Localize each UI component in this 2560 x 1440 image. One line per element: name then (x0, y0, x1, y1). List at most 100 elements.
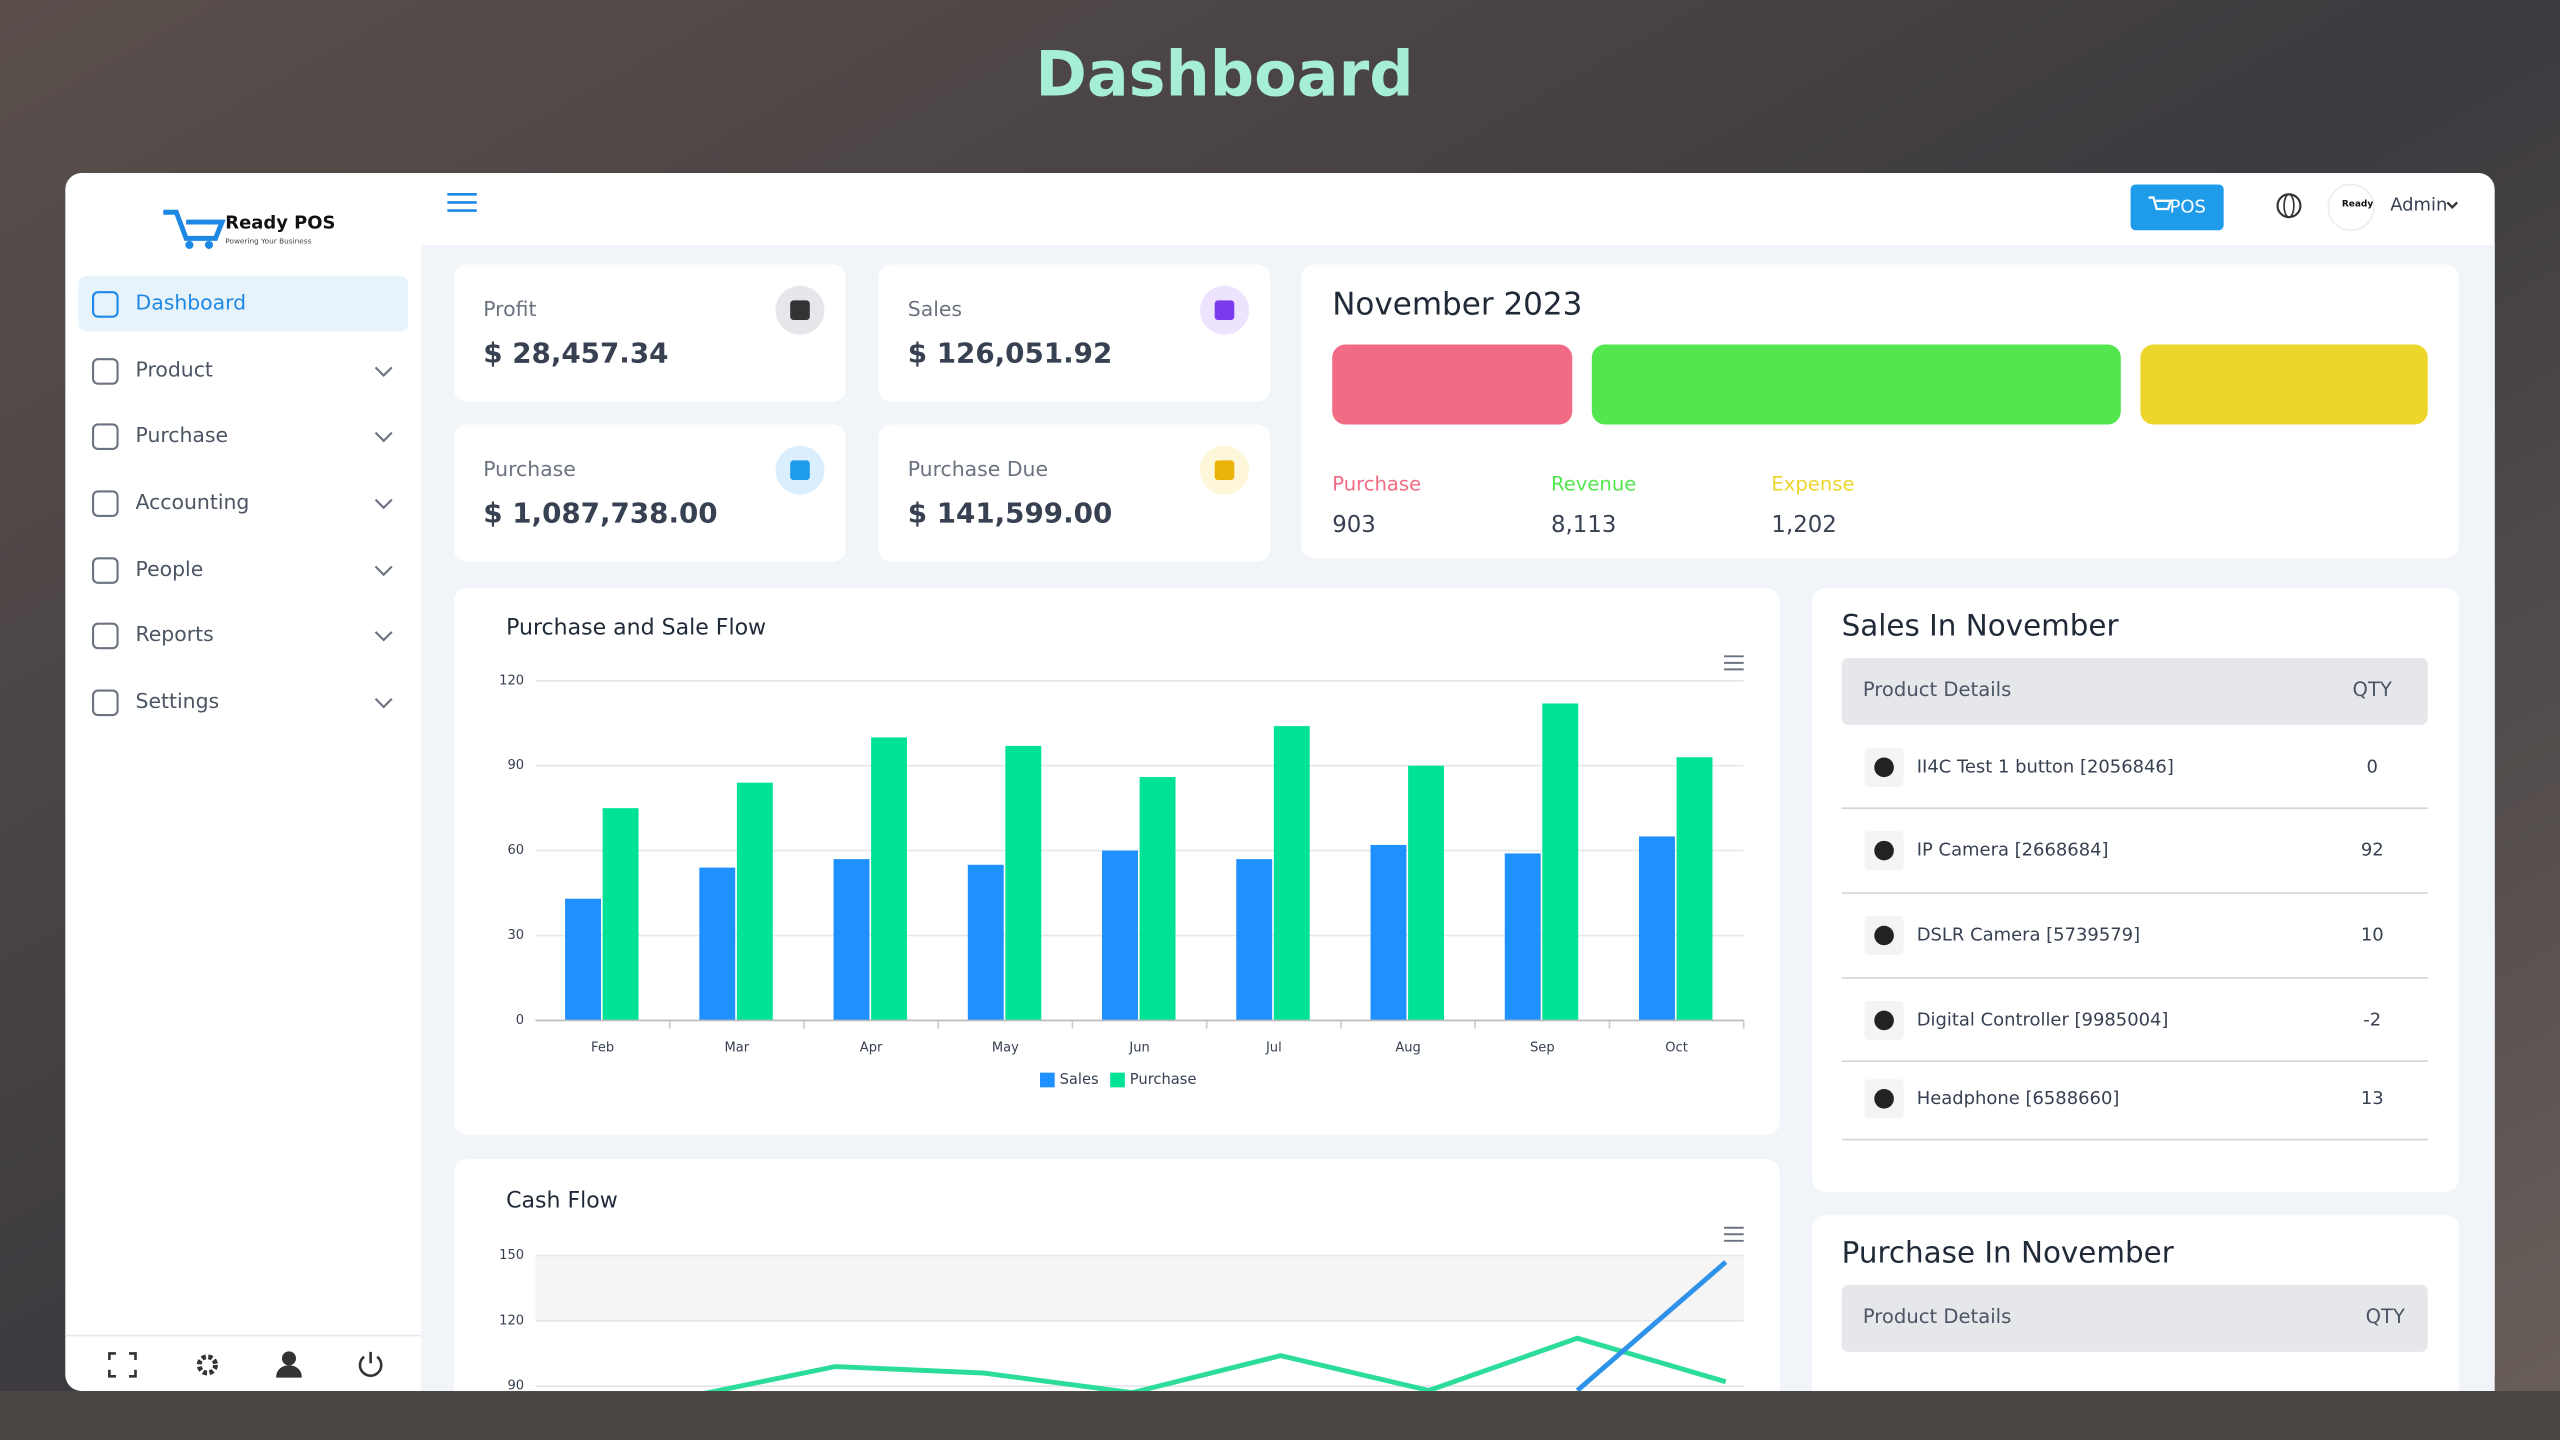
nav-item[interactable]: Product (136, 358, 213, 382)
stat-icon (790, 460, 810, 480)
product-qty: -2 (2363, 1009, 2381, 1030)
pos-button-label[interactable]: POS (2170, 196, 2206, 217)
table-header (1841, 1284, 2428, 1352)
summary-label: Expense (1771, 472, 1854, 495)
nav-icon (92, 689, 119, 717)
stat-value: $ 1,087,738.00 (483, 496, 717, 529)
y-tick-label: 90 (507, 1379, 524, 1394)
x-tick-label: May (992, 1041, 1019, 1056)
avatar[interactable] (2327, 183, 2375, 232)
power-icon[interactable] (358, 1351, 383, 1378)
user-icon-body (276, 1365, 302, 1378)
y-tick-label: 150 (499, 1248, 524, 1263)
bar (1639, 836, 1675, 1021)
x-tick-label: Jul (1265, 1041, 1282, 1056)
pos-button[interactable] (2130, 184, 2224, 231)
stat-label: Purchase (483, 457, 576, 481)
chart-menu[interactable] (1724, 655, 1744, 671)
stat-cards: Profit $ 28,457.34 Sales $ 126,051.92 Purcha… (453, 264, 1271, 562)
summary-bar (1591, 344, 2121, 425)
summary-bar (1332, 344, 1573, 425)
product-thumb-img (1874, 1088, 1894, 1109)
legend-label[interactable]: Sales (1060, 1071, 1099, 1088)
table-title: Sales In November (1842, 608, 2120, 642)
settings-icon[interactable] (196, 1354, 218, 1376)
column-header: QTY (2353, 678, 2392, 701)
y-tick-label: 120 (499, 673, 524, 688)
footer-icons (108, 1351, 383, 1378)
chart-title: Purchase and Sale Flow (506, 616, 766, 641)
chart-menu[interactable] (1724, 1226, 1744, 1242)
line-series (704, 1335, 1727, 1392)
stat-label: Purchase Due (908, 457, 1048, 481)
bar (871, 737, 908, 1021)
nav-icon (92, 490, 119, 517)
bar (699, 867, 736, 1021)
table-header (1841, 657, 2428, 725)
bar (1273, 726, 1310, 1021)
stat-label: Sales (908, 297, 962, 321)
nav-chevron[interactable] (374, 565, 393, 577)
brand-name: Ready POS (225, 213, 335, 234)
nav-chevron[interactable] (374, 498, 393, 510)
legend-swatch[interactable] (1040, 1072, 1055, 1088)
bar (967, 864, 1004, 1021)
nav-item[interactable]: Reports (136, 622, 214, 646)
line-series (1575, 1260, 1728, 1392)
x-tick-label: Feb (591, 1041, 614, 1056)
stat-icon (1214, 300, 1235, 320)
user-dropdown[interactable] (2446, 201, 2458, 209)
bar-chart: 0 30 60 90 120 Feb Mar Apr May Jun Jul Aug Sep Oct Sal… (499, 673, 1745, 1088)
line-chart: 90 120 150 (499, 1248, 1744, 1394)
nav-item[interactable]: Settings (136, 689, 220, 713)
stat-card (453, 264, 846, 402)
nav-chevron[interactable] (374, 366, 393, 378)
cart-icon (2148, 196, 2173, 211)
summary-label: Purchase (1332, 472, 1421, 495)
logo-wheel (185, 240, 194, 249)
legend-swatch[interactable] (1110, 1072, 1125, 1088)
stat-card (453, 424, 846, 562)
bar (736, 782, 773, 1021)
sidebar: Dashboard Product Purchase Accounting People… (78, 275, 409, 717)
bar (1102, 850, 1138, 1021)
product-qty: 13 (2361, 1088, 2384, 1109)
logo-wheel (204, 240, 214, 249)
nav-item[interactable]: People (136, 557, 204, 581)
user-icon[interactable] (281, 1351, 296, 1366)
stat-value: $ 141,599.00 (908, 496, 1113, 529)
column-header: Product Details (1863, 1305, 2011, 1328)
y-tick-label: 90 (507, 758, 524, 773)
bar (1005, 745, 1042, 1021)
logo-icon (163, 209, 226, 241)
fullscreen-icon[interactable] (108, 1352, 137, 1378)
nav-chevron[interactable] (374, 631, 393, 642)
summary-bar (2140, 344, 2428, 425)
table-card (1812, 587, 2459, 1192)
product-qty: 92 (2361, 840, 2384, 861)
menu-toggle[interactable] (447, 192, 477, 212)
page-title: Dashboard (1035, 37, 1413, 110)
y-tick-label: 120 (499, 1313, 524, 1328)
x-tick-label: Apr (860, 1041, 883, 1056)
product-thumb-img (1874, 925, 1894, 946)
y-tick-label: 60 (507, 843, 524, 858)
nav-item[interactable]: Dashboard (136, 291, 247, 315)
user-name[interactable]: Admin (2390, 195, 2447, 216)
avatar-text: Ready (2342, 200, 2373, 210)
bar (602, 808, 639, 1021)
grid-band (535, 1255, 1744, 1321)
nav-item[interactable]: Accounting (136, 490, 250, 514)
product-name: IP Camera [2668684] (1917, 840, 2109, 861)
legend-label[interactable]: Purchase (1130, 1071, 1197, 1088)
y-tick-label: 30 (507, 928, 524, 943)
bar (1408, 765, 1444, 1021)
nav-chevron[interactable] (374, 698, 393, 709)
nav-item[interactable]: Purchase (136, 423, 229, 447)
stat-value: $ 126,051.92 (908, 336, 1113, 369)
product-qty: 0 (2367, 756, 2378, 777)
summary-items: Purchase 903 Revenue 8,113 Expense 1,202 (1332, 344, 2428, 538)
stat-card (878, 424, 1271, 562)
nav-chevron[interactable] (374, 431, 393, 443)
